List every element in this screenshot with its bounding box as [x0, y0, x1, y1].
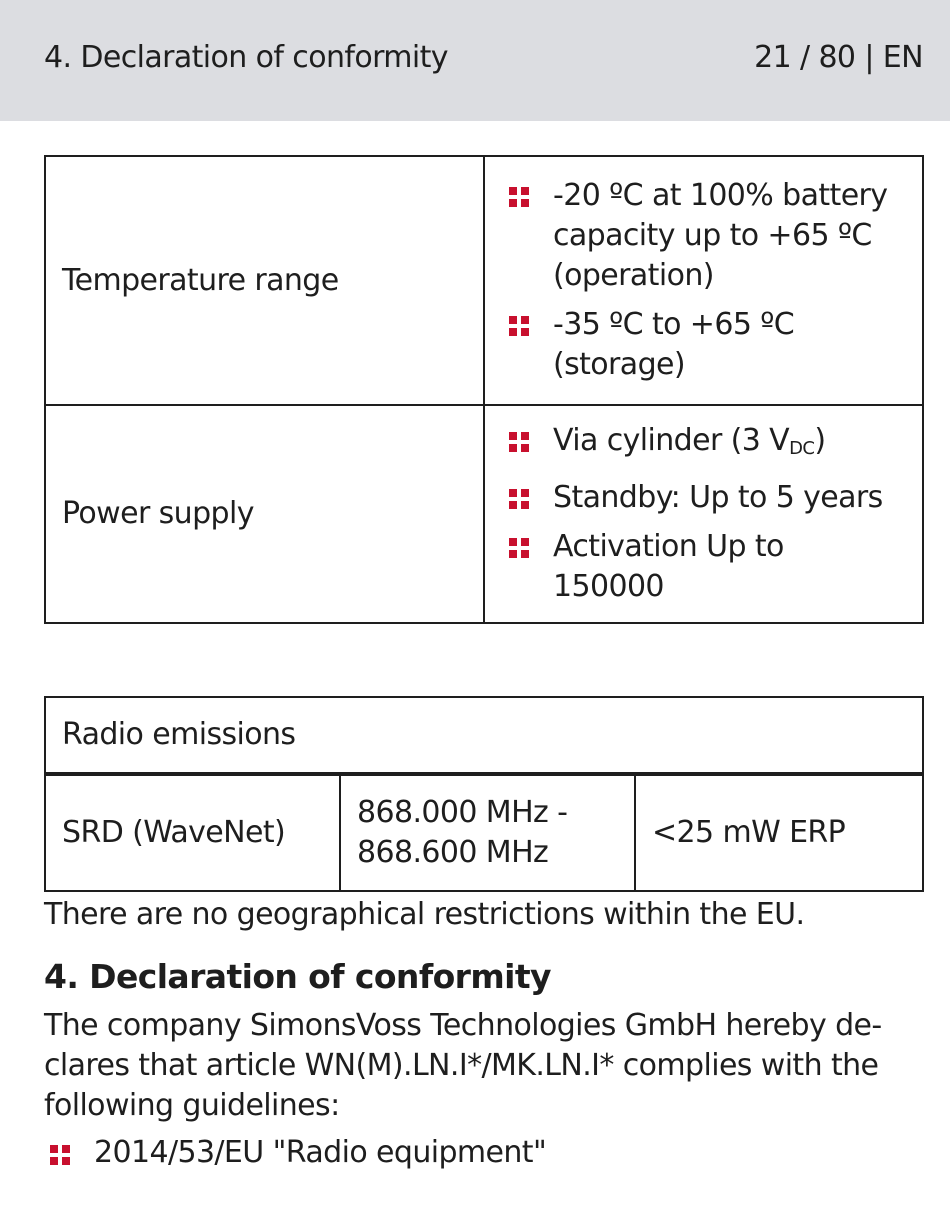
header-page-number: 21 / 80 | EN: [754, 40, 924, 75]
list-item: 2014/53/EU "Radio equipment": [50, 1135, 547, 1170]
list-item: Standby: Up to 5 years: [509, 478, 902, 518]
list-item: -35 ºC to +65 ºC (storage): [509, 305, 902, 385]
red-square-bullet-icon: [509, 432, 529, 452]
radio-power-cell: <25 mW ERP: [634, 773, 924, 892]
red-square-bullet-icon: [509, 187, 529, 207]
spec-value: Via cylinder (3 VDC) Standby: Up to 5 ye…: [483, 404, 924, 624]
spec-label: Temperature range: [44, 155, 485, 406]
page-header: 4. Declaration of conformity 21 / 80 | E…: [0, 0, 950, 121]
radio-name-cell: SRD (WaveNet): [44, 773, 341, 892]
table-row: Temperature range -20 ºC at 100% battery…: [44, 155, 924, 406]
list-item: Via cylinder (3 VDC): [509, 421, 902, 469]
eu-restriction-note: There are no geographical restrictions w…: [44, 897, 805, 932]
voltage-subscript: DC: [789, 438, 815, 459]
red-square-bullet-icon: [509, 316, 529, 336]
red-square-bullet-icon: [509, 538, 529, 558]
radio-frequency-cell: 868.000 MHz - 868.600 MHz: [339, 773, 636, 892]
list-item: -20 ºC at 100% battery capacity up to +6…: [509, 176, 902, 296]
spec-label: Power supply: [44, 404, 485, 624]
spec-value: -20 ºC at 100% battery capacity up to +6…: [483, 155, 924, 406]
red-square-bullet-icon: [50, 1145, 70, 1165]
conformity-paragraph: The company SimonsVoss Technologies GmbH…: [44, 1008, 882, 1123]
header-section-title: 4. Declaration of conformity: [44, 40, 449, 75]
red-square-bullet-icon: [509, 489, 529, 509]
radio-emissions-table: Radio emissions SRD (WaveNet) 868.000 MH…: [44, 696, 924, 892]
list-item: Activation Up to 150000: [509, 527, 902, 607]
table-row: SRD (WaveNet) 868.000 MHz - 868.600 MHz …: [44, 773, 924, 892]
table-header-row: Radio emissions: [44, 696, 924, 776]
table-row: Power supply Via cylinder (3 VDC) Standb…: [44, 404, 924, 624]
guideline-text: 2014/53/EU "Radio equipment": [94, 1135, 547, 1170]
section-heading: 4. Declaration of conformity: [44, 957, 552, 996]
radio-table-title: Radio emissions: [44, 696, 924, 776]
specs-table: Temperature range -20 ºC at 100% battery…: [44, 155, 924, 624]
